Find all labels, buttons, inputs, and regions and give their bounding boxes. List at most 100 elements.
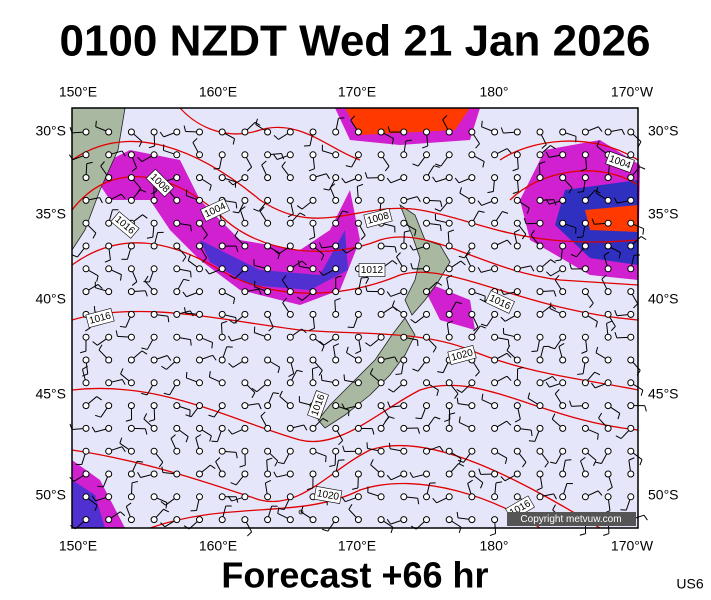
barb-feather xyxy=(163,508,170,513)
barb-feather xyxy=(239,464,246,468)
barb-feather xyxy=(644,405,647,412)
barb-feather xyxy=(338,440,344,446)
lon-label: 180° xyxy=(480,538,509,554)
barb-station xyxy=(332,151,340,159)
copyright-box xyxy=(507,512,636,526)
barb-feather xyxy=(96,396,102,401)
barb-feather xyxy=(141,347,148,350)
lon-label: 170°W xyxy=(611,538,654,554)
barb-station xyxy=(423,493,430,501)
barb-station xyxy=(150,356,158,364)
barb-feather xyxy=(639,166,646,170)
barb-station xyxy=(309,424,317,432)
barb-station xyxy=(150,402,158,410)
barb-feather xyxy=(341,177,346,184)
barb-feather xyxy=(517,366,524,370)
barb-feather xyxy=(93,305,96,313)
barb-station xyxy=(196,219,203,227)
barb-feather xyxy=(357,183,364,187)
barb-station xyxy=(627,288,635,296)
barb-feather xyxy=(473,326,479,332)
isobar-label-box xyxy=(485,290,515,314)
barb-feather xyxy=(370,459,374,465)
isobar-label-box xyxy=(110,211,140,239)
isobar-label-box xyxy=(145,168,175,198)
barb-station xyxy=(377,174,385,182)
barb-station xyxy=(332,128,340,136)
barb-feather xyxy=(391,138,394,145)
barb-station xyxy=(127,470,135,478)
isobar-label-box xyxy=(358,263,386,277)
barb-feather xyxy=(281,161,286,167)
barb-station xyxy=(400,333,408,341)
barb-feather xyxy=(439,200,443,207)
isobar-label: 1020 xyxy=(313,485,343,505)
barb-feather xyxy=(94,505,98,512)
barb-station xyxy=(536,151,544,159)
barb-station xyxy=(82,265,90,273)
barb-station xyxy=(491,242,499,250)
barb-station xyxy=(82,493,90,501)
barb-station xyxy=(105,196,113,204)
barb-station xyxy=(468,242,476,250)
barb-station xyxy=(445,174,453,182)
barb-feather xyxy=(396,252,401,258)
barb-station xyxy=(491,402,499,410)
map-frame xyxy=(71,107,639,529)
barb-station xyxy=(627,242,635,250)
barb-feather xyxy=(435,163,442,167)
barb-feather xyxy=(388,442,391,449)
barb-station xyxy=(218,128,226,136)
barb-feather xyxy=(235,452,238,459)
barb-station xyxy=(286,288,294,296)
barb-feather xyxy=(388,388,394,393)
barb-feather xyxy=(365,285,368,292)
barb-station xyxy=(286,447,294,455)
barb-feather xyxy=(545,198,550,205)
barb-station xyxy=(581,379,589,387)
barb-feather xyxy=(95,414,102,418)
barb-station xyxy=(264,402,272,410)
barb-feather xyxy=(442,115,448,121)
barb-station xyxy=(581,356,589,364)
barb-feather xyxy=(594,371,601,376)
barb-station xyxy=(241,128,249,136)
barb-station xyxy=(286,151,294,159)
lon-label: 180° xyxy=(480,84,509,100)
barb-station xyxy=(400,516,408,524)
barb-feather xyxy=(182,256,187,262)
barb-station xyxy=(105,128,113,136)
barb-feather xyxy=(355,350,361,355)
barb-feather xyxy=(595,461,602,465)
barb-station xyxy=(309,310,317,318)
barb-feather xyxy=(371,428,375,435)
barb-station xyxy=(513,151,521,159)
barb-station xyxy=(264,310,272,318)
barb-feather xyxy=(596,140,600,147)
barb-station xyxy=(127,379,135,387)
barb-feather xyxy=(232,138,236,145)
barb-feather xyxy=(577,373,584,375)
barb-feather xyxy=(137,156,143,162)
barb-feather xyxy=(536,487,543,491)
barb-feather xyxy=(457,459,464,463)
barb-station xyxy=(559,265,567,273)
barb-feather xyxy=(500,476,506,482)
barb-feather xyxy=(318,370,323,376)
barb-station xyxy=(150,128,158,136)
barb-feather xyxy=(308,327,315,332)
barb-station xyxy=(491,128,499,136)
barb-station xyxy=(377,310,385,318)
barb-feather xyxy=(321,345,325,352)
barb-feather xyxy=(416,196,421,203)
barb-station xyxy=(127,516,135,524)
barb-station xyxy=(150,379,158,387)
barb-station xyxy=(536,219,544,227)
barb-station xyxy=(196,379,203,387)
barb-feather xyxy=(530,430,533,437)
barb-station xyxy=(559,424,567,432)
isobar-label-box xyxy=(85,307,115,329)
barb-station xyxy=(309,288,317,296)
barb-feather xyxy=(504,457,508,465)
barb-station xyxy=(127,265,135,273)
